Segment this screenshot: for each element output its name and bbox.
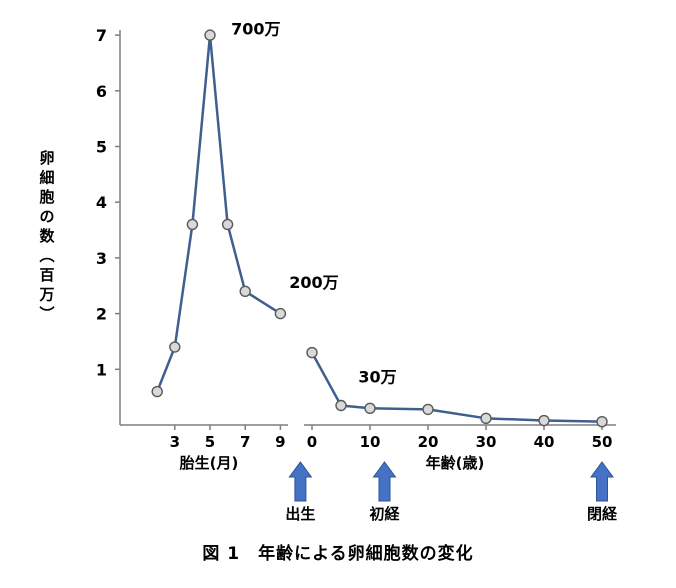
x-tick-label: 30	[476, 433, 497, 451]
y-axis-title-char: ︵	[38, 247, 54, 265]
annotation-label: 700万	[231, 20, 280, 39]
y-tick-label: 3	[96, 249, 107, 268]
y-tick-label: 4	[96, 193, 107, 212]
data-point	[364, 402, 376, 414]
data-point	[306, 346, 318, 359]
data-point	[169, 341, 181, 353]
up-arrow-icon	[590, 461, 614, 502]
x-tick-label: 9	[275, 433, 285, 451]
event-label: 閉経	[587, 505, 618, 523]
y-axis-title-char: 細	[39, 169, 54, 187]
y-axis-title-char: 万	[38, 286, 54, 304]
data-point	[186, 218, 199, 231]
data-point	[239, 285, 251, 298]
data-point	[151, 385, 163, 398]
annotation-label: 200万	[289, 273, 338, 292]
data-point	[221, 218, 234, 231]
data-point	[274, 307, 287, 320]
x-tick-label: 40	[534, 433, 555, 451]
figure-caption: 図 1 年齢による卵細胞数の変化	[202, 544, 474, 564]
x-tick-label: 7	[240, 433, 250, 451]
y-tick-label: 1	[96, 360, 107, 379]
y-axis-title-char: ︶	[38, 305, 54, 323]
data-point	[596, 415, 608, 428]
data-point	[480, 412, 492, 425]
x-axis-title-age-years: 年齢(歳)	[426, 454, 485, 472]
x-tick-label: 10	[360, 433, 381, 451]
x-tick-label: 0	[307, 433, 317, 451]
y-axis-title-char: 卵	[39, 149, 54, 167]
y-axis-title-char: の	[39, 208, 54, 226]
y-tick-label: 6	[96, 82, 107, 101]
y-tick-label: 5	[96, 138, 107, 157]
event-label: 初経	[369, 505, 400, 523]
y-axis-title-char: 数	[39, 227, 55, 245]
data-point	[538, 414, 550, 427]
annotation-label: 30万	[358, 368, 396, 387]
y-axis-title-char: 胞	[38, 188, 54, 206]
x-tick-label: 5	[205, 433, 215, 451]
data-point	[335, 399, 347, 412]
y-axis-title-char: 百	[39, 266, 54, 284]
up-arrow-icon	[288, 461, 313, 502]
up-arrow-icon	[372, 461, 397, 502]
series-line-fetal-months	[155, 33, 282, 393]
y-tick-label: 2	[96, 305, 107, 324]
x-tick-label: 50	[592, 433, 613, 451]
x-tick-label: 3	[170, 433, 180, 451]
event-label: 出生	[285, 505, 315, 523]
x-tick-label: 20	[418, 433, 439, 451]
series-line-age-years	[310, 351, 604, 423]
y-tick-label: 7	[96, 26, 107, 45]
data-point	[204, 29, 216, 41]
x-axis-title-fetal-months: 胎生(月)	[180, 454, 239, 472]
data-point	[422, 403, 434, 416]
